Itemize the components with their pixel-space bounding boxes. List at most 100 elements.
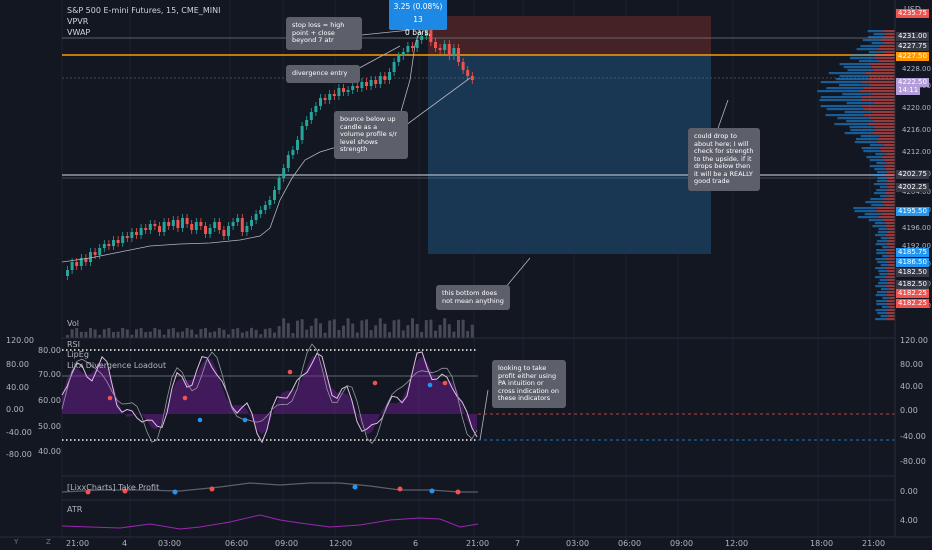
candle [213,222,217,228]
vpvr-bar-up [854,141,877,144]
vpvr-bar-up [857,216,879,219]
symbol-title[interactable]: S&P 500 E-mini Futures, 15, CME_MINI [67,6,221,15]
bottom-icon-y[interactable]: Y [14,538,19,546]
legend-vwap[interactable]: VWAP [67,28,91,37]
vpvr-bar-up [876,303,887,306]
pane-label-rsi[interactable]: RSI [67,340,80,349]
take-profit-pane[interactable] [61,482,478,495]
vpvr-bar-up [860,135,880,138]
vpvr-bar-up [879,273,888,276]
candle [309,112,313,120]
vpvr-bar-down [888,186,895,189]
volume-bar [236,328,240,338]
oscillator-pane[interactable] [61,343,895,445]
annotation-divergence-entry[interactable]: divergence entry [286,65,360,83]
vpvr-bar-up [839,63,871,66]
candle [93,252,97,255]
candle [89,252,92,262]
vpvr-bar-down [886,291,895,294]
chart-legend: S&P 500 E-mini Futures, 15, CME_MINI VPV… [67,5,220,38]
pane-label-tp[interactable]: [LixxCharts] Take Profit [67,483,160,492]
osc-tick-right: 40.00 [900,382,923,391]
time-tick: 06:00 [225,539,249,548]
vpvr-bar-down [878,216,895,219]
pane-label-vol[interactable]: Vol [67,319,79,328]
legend-vpvr[interactable]: VPVR [67,17,89,26]
volume-bar [130,334,134,338]
vpvr-bar-down [877,138,895,141]
vpvr-bar-up [874,222,886,225]
vpvr-bar-down [886,234,895,237]
vpvr-bar-down [889,255,895,258]
vpvr-bar-up [875,309,887,312]
candle [457,48,460,62]
volume-bar [360,320,364,338]
vpvr-bar-up [882,255,890,258]
vpvr-bar-up [882,306,890,309]
candle [199,222,203,226]
vpvr-bar-up [877,231,888,234]
vpvr-bar-down [886,276,895,279]
osc-tick-left: 40.00 [6,383,29,392]
price-tick: 4204.00 [902,188,931,196]
pane-label-lipeg[interactable]: LipEg [67,350,89,359]
time-tick: 03:00 [566,539,590,548]
vpvr-bar-down [882,156,895,159]
osc-signal-dot [427,382,433,388]
volume-bar [112,332,115,338]
volume-bar [429,319,433,338]
vpvr-bar-up [875,294,887,297]
annotation-could-drop[interactable]: could drop to about here; I will check f… [688,128,760,191]
vpvr-bar-up [882,297,890,300]
candle [148,224,152,230]
volume-bar [181,331,184,338]
price-label: 4186.50 [896,258,929,267]
candle [466,70,470,76]
main-pane[interactable] [61,0,895,540]
volume-bar [300,319,304,338]
candle [397,56,401,62]
candle [98,248,102,255]
volume-bar [369,330,373,338]
volume-bar [144,332,148,338]
vpvr-bar-down [870,63,895,66]
candle [130,232,134,238]
vpvr-bar-down [878,60,895,63]
annotation-stop-loss[interactable]: stop loss = high point + close beyond 7 … [286,17,362,50]
vpvr-bar-down [885,192,895,195]
candle [181,218,184,228]
volume-bar [355,332,359,338]
stop-loss-zone[interactable] [428,16,711,54]
vpvr-bar-up [882,246,890,249]
tp-signal-dot [455,489,461,495]
vpvr-bar-up [876,291,887,294]
vpvr-bar-down [889,297,895,300]
vpvr-bar-up [839,75,871,78]
take-profit-zone[interactable] [428,54,711,254]
candle [84,258,88,262]
candle [222,230,226,236]
pane-label-lixx[interactable]: Lixx Divergence Loadout [67,361,167,370]
annotation-bottom[interactable]: this bottom does not mean anything [436,285,510,310]
osc-tick-left: 80.00 [6,360,29,369]
pane-label-atr[interactable]: ATR [67,505,83,514]
bottom-icon-z[interactable]: Z [46,538,51,546]
vpvr-bar-up [866,156,883,159]
volume-bar [383,323,387,338]
volume-bar [268,328,272,338]
volume-bar [323,332,327,338]
time-tick: 6 [413,539,419,548]
candle [227,226,230,236]
vpvr-bar-up [856,48,878,51]
price-label: 4195.50 [896,207,929,216]
vpvr-bar-up [880,237,889,240]
vpvr-bar-up [842,93,872,96]
vpvr-bar-down [888,237,895,240]
annotation-bounce[interactable]: bounce below up candle as a volume profi… [334,111,408,159]
vpvr-bar-up [873,192,886,195]
annotation-take-profit[interactable]: looking to take profit either using PA i… [492,360,566,408]
volume-bar [66,335,69,338]
vpvr-bar-down [888,288,895,291]
tp-signal-dot [85,489,91,495]
